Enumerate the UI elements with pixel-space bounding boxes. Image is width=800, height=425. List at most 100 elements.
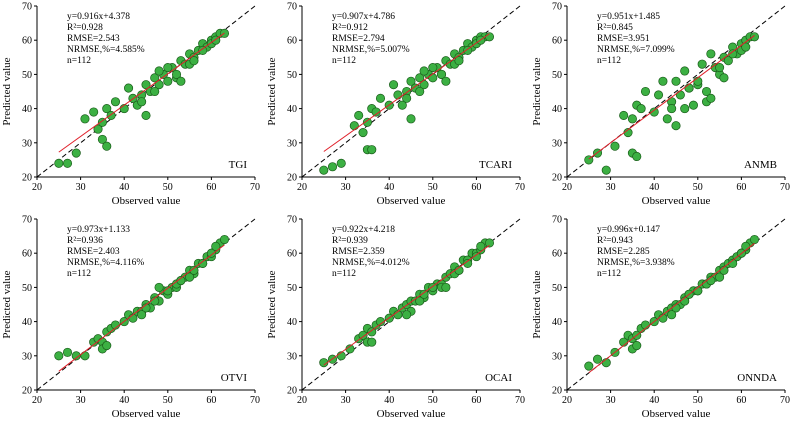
- stat-line: n=112: [597, 56, 621, 66]
- data-point: [362, 117, 372, 127]
- data-point: [80, 351, 90, 361]
- y-tick-label: 30: [22, 351, 32, 362]
- data-point: [176, 276, 186, 286]
- x-tick-label: 70: [515, 395, 525, 406]
- fit-line: [58, 32, 225, 153]
- data-point: [627, 114, 637, 124]
- x-tick-label: 30: [341, 182, 351, 193]
- panel-name: TGI: [229, 159, 248, 171]
- data-point: [206, 248, 216, 258]
- stat-line: R²=0.936: [67, 236, 103, 246]
- data-point: [688, 100, 698, 110]
- data-point: [102, 141, 112, 151]
- y-tick-label: 30: [552, 138, 562, 149]
- y-tick-label: 50: [287, 70, 297, 81]
- data-point: [80, 114, 90, 124]
- y-tick-label: 20: [287, 386, 297, 397]
- data-point: [219, 234, 230, 245]
- stat-line: R²=0.943: [597, 236, 633, 246]
- stat-line: RMSE=2.794: [332, 34, 385, 44]
- x-tick-label: 60: [206, 182, 216, 193]
- x-tick-label: 50: [428, 182, 438, 193]
- x-tick-label: 20: [32, 182, 42, 193]
- data-point: [415, 296, 425, 306]
- y-tick-label: 60: [22, 36, 32, 47]
- y-tick-label: 70: [22, 2, 32, 13]
- x-tick-label: 40: [649, 395, 659, 406]
- data-point: [336, 158, 346, 168]
- x-tick-label: 30: [606, 182, 616, 193]
- stat-line: y=0.922x+4.218: [332, 225, 395, 235]
- data-point: [662, 114, 672, 124]
- y-tick-label: 60: [22, 249, 32, 260]
- x-axis-title: Observed value: [112, 408, 181, 420]
- y-tick-label: 70: [552, 2, 562, 13]
- x-tick-label: 20: [297, 182, 307, 193]
- data-point: [110, 97, 121, 107]
- data-point: [749, 234, 760, 245]
- data-point: [671, 121, 681, 131]
- x-tick-label: 40: [119, 395, 129, 406]
- stat-line: NRMSE,%=5.007%: [332, 45, 410, 55]
- data-point: [406, 76, 416, 86]
- data-point: [367, 327, 377, 337]
- stat-line: NRMSE,%=4.012%: [332, 258, 410, 268]
- y-tick-label: 70: [22, 215, 32, 226]
- stat-line: n=112: [67, 56, 91, 66]
- data-point: [741, 241, 751, 251]
- data-point: [723, 56, 733, 66]
- data-point: [150, 73, 160, 83]
- y-axis-title: Predicted value: [1, 270, 13, 338]
- data-point: [471, 252, 481, 262]
- fit-line: [588, 35, 755, 160]
- data-point: [189, 265, 199, 275]
- data-point: [632, 151, 642, 162]
- data-point: [89, 107, 99, 117]
- data-point: [636, 104, 646, 114]
- data-point: [428, 63, 438, 73]
- stat-line: y=0.907x+4.786: [332, 12, 395, 22]
- y-tick-label: 60: [552, 249, 562, 260]
- data-point: [658, 76, 668, 86]
- data-point: [415, 86, 425, 97]
- data-point: [484, 238, 495, 248]
- panel-otvi: 20 30 40 50 60 70 20 30 40 50 60 70 Observed value Pr…: [1, 215, 260, 421]
- data-point: [675, 90, 685, 100]
- data-point: [719, 73, 729, 83]
- stat-line: R²=0.845: [597, 23, 633, 33]
- y-tick-label: 40: [552, 104, 562, 115]
- data-point: [393, 90, 403, 100]
- x-tick-label: 50: [693, 395, 703, 406]
- y-tick-label: 70: [287, 215, 297, 226]
- data-point: [171, 69, 182, 79]
- y-tick-label: 40: [287, 104, 297, 115]
- data-point: [701, 86, 712, 97]
- data-point: [741, 42, 751, 52]
- data-point: [610, 141, 620, 151]
- data-point: [397, 100, 407, 110]
- data-point: [463, 258, 473, 269]
- data-point: [97, 117, 107, 127]
- data-point: [93, 124, 103, 134]
- stat-line: R²=0.939: [332, 236, 368, 246]
- panel-name: OCAI: [485, 372, 512, 384]
- data-point: [428, 73, 438, 83]
- data-point: [358, 127, 368, 138]
- fit-line: [588, 242, 755, 374]
- points: [584, 32, 760, 175]
- stat-line: n=112: [67, 269, 91, 279]
- data-point: [406, 114, 416, 124]
- x-tick-label: 20: [32, 395, 42, 406]
- data-point: [706, 49, 716, 59]
- panel-anmb: 20 30 40 50 60 70 20 30 40 50 60 70 Observed value Pr…: [531, 2, 790, 208]
- x-tick-label: 30: [76, 182, 86, 193]
- data-point: [654, 90, 664, 100]
- stat-line: NRMSE,%=4.585%: [67, 45, 145, 55]
- x-tick-label: 60: [471, 182, 481, 193]
- x-tick-label: 70: [250, 182, 260, 193]
- x-tick-label: 50: [163, 182, 173, 193]
- one-to-one-line: [566, 5, 786, 178]
- data-point: [319, 165, 329, 175]
- y-tick-label: 30: [287, 351, 297, 362]
- y-tick-label: 50: [22, 70, 32, 81]
